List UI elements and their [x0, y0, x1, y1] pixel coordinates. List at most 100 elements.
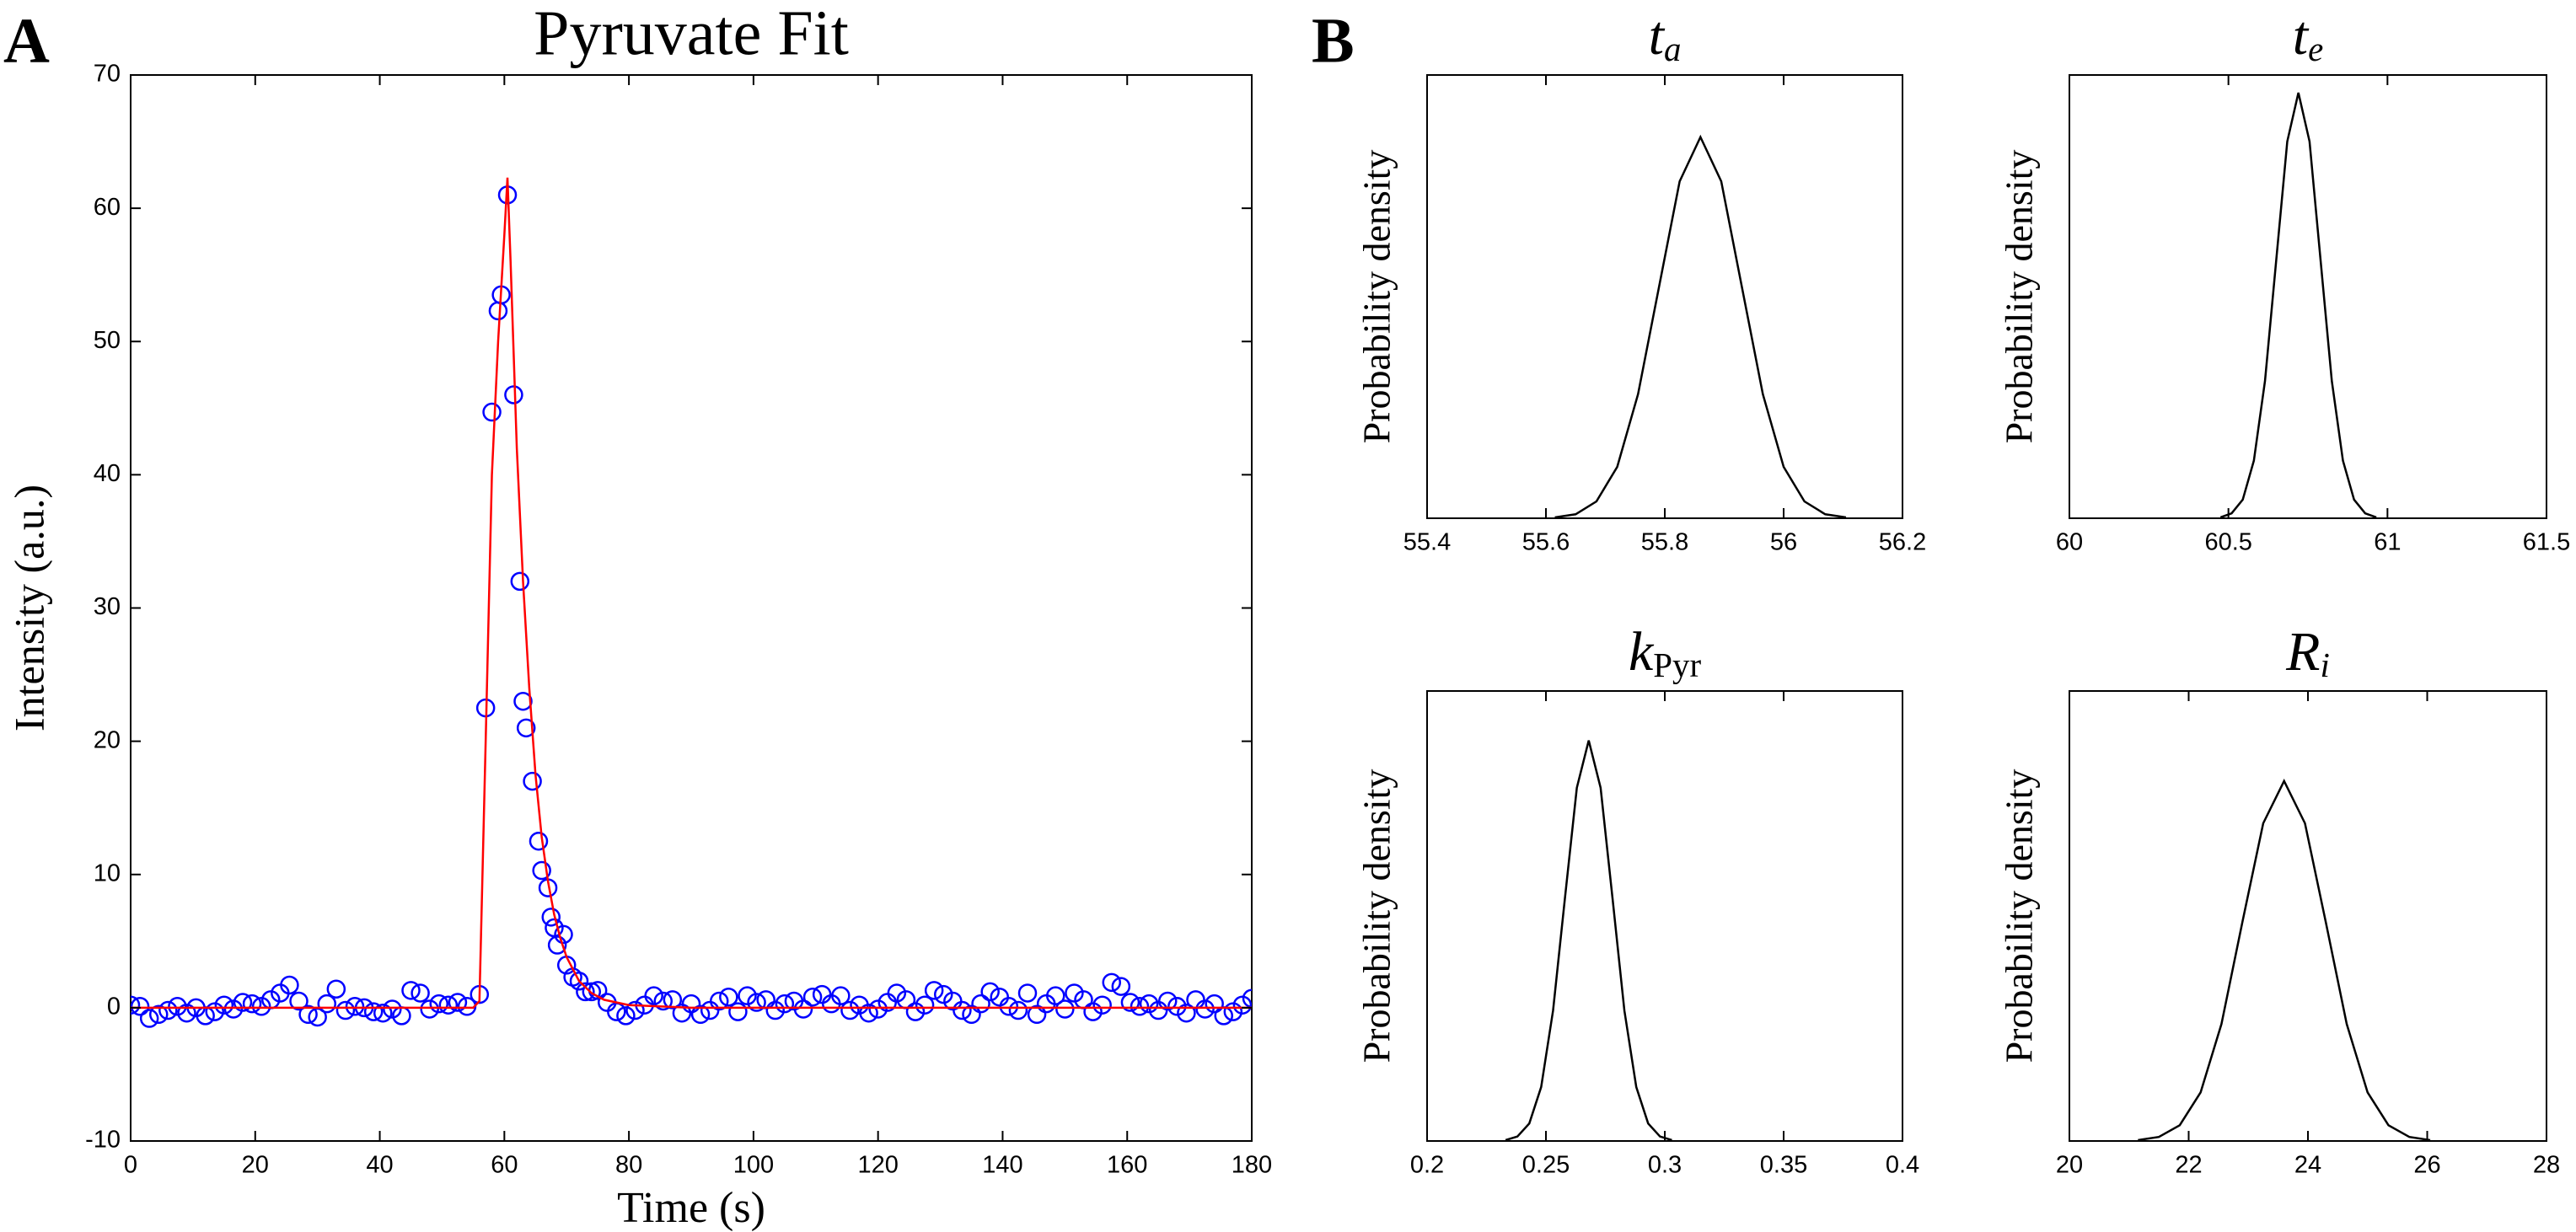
data-point: [728, 1002, 748, 1021]
data-point: [251, 997, 271, 1016]
y-axis-label: Probability density: [1355, 150, 1398, 444]
plot: 0 20 40 60 80 100 120 140 160 180-100102030405060…: [5, 0, 1272, 1232]
data-point: [1223, 1002, 1243, 1021]
x-tick-label: 100: [733, 1152, 774, 1179]
x-tick-label: 28: [2533, 1152, 2560, 1179]
data-point: [523, 771, 542, 791]
data-point: [980, 982, 1000, 1002]
x-tick-label: 0.35: [1760, 1152, 1807, 1179]
data-point: [168, 997, 187, 1016]
data-point: [1008, 1000, 1028, 1020]
data-point: [710, 991, 729, 1011]
data-point: [971, 994, 990, 1014]
plot: 20 22 24 26 28 Ri Probability density: [1998, 621, 2561, 1179]
data-point: [289, 991, 309, 1011]
x-tick-label: 0.2: [1410, 1152, 1444, 1179]
data-point: [1111, 977, 1131, 996]
data-point: [214, 995, 234, 1015]
data-point: [411, 983, 430, 1003]
data-point: [1195, 999, 1215, 1019]
x-tick-label: 0: [124, 1152, 137, 1179]
chart-title: Ri: [2285, 621, 2330, 684]
data-point: [1167, 997, 1187, 1016]
y-tick-label: 0: [107, 994, 121, 1020]
data-point: [934, 984, 953, 1004]
data-point: [887, 983, 907, 1003]
data-point: [738, 986, 757, 1005]
data-point: [373, 1003, 393, 1023]
panel-label: A: [3, 5, 50, 76]
x-tick-label: 61.5: [2523, 529, 2570, 556]
x-tick-label: 55.6: [1522, 529, 1570, 556]
y-tick-label: 10: [94, 860, 121, 887]
data-point: [335, 1000, 356, 1020]
y-tick-label: 50: [94, 327, 121, 354]
title-sub: i: [2320, 646, 2329, 684]
data-point: [644, 986, 663, 1005]
y-tick-label: 30: [94, 593, 121, 620]
title-sub: e: [2308, 30, 2323, 68]
x-tick-label: 40: [366, 1152, 393, 1179]
data-point: [326, 979, 346, 999]
x-axis-label: Time (s): [617, 1184, 765, 1232]
x-tick-label: 20: [2056, 1152, 2083, 1179]
x-tick-label: 160: [1107, 1152, 1147, 1179]
data-point: [1205, 994, 1224, 1014]
y-axis-label: Probability density: [1998, 769, 2041, 1063]
data-point: [233, 993, 253, 1012]
data-point: [1242, 988, 1252, 1009]
line-series: [2138, 778, 2431, 1141]
data-point: [719, 987, 738, 1007]
data-point: [1065, 983, 1084, 1003]
x-tick-label: 26: [2413, 1152, 2440, 1179]
data-point: [510, 571, 530, 592]
data-point: [383, 999, 402, 1019]
y-axis-label: Probability density: [1998, 150, 2041, 444]
data-point: [576, 982, 595, 1002]
data-point: [663, 990, 683, 1010]
plot-area: [1554, 134, 1847, 518]
plot-area: [2138, 778, 2431, 1141]
data-point: [802, 987, 823, 1007]
data-point: [131, 997, 150, 1016]
x-tick-label: 60.5: [2204, 529, 2251, 556]
data-point: [513, 691, 533, 711]
plot-area: [131, 177, 1252, 1028]
x-tick-label: 0.25: [1522, 1152, 1570, 1179]
data-point: [962, 1004, 981, 1025]
plot: 60 60.5 61 61.5 te Probability density: [1998, 5, 2571, 556]
chart-title: kPyr: [1629, 621, 1702, 684]
x-tick-label: 22: [2175, 1152, 2202, 1179]
data-point: [205, 1002, 224, 1021]
plot: 0.2 0.25 0.3 0.35 0.4 kPyr Probability density: [1355, 621, 1920, 1179]
data-point: [924, 981, 944, 1000]
plot-area: [2219, 92, 2377, 518]
axes-frame: [2069, 74, 2547, 519]
plot: 55.4 55.6 55.8 56 56.2 ta Probability density: [1355, 5, 1927, 556]
data-point: [681, 994, 701, 1014]
x-tick-label: 24: [2294, 1152, 2321, 1179]
data-point: [1083, 1002, 1103, 1021]
data-point: [616, 1006, 636, 1026]
title-base: t: [1649, 5, 1666, 67]
data-point: [1102, 972, 1121, 993]
data-point: [131, 995, 141, 1015]
data-point: [429, 994, 448, 1014]
data-point: [653, 991, 673, 1011]
y-tick-label: 40: [94, 460, 121, 487]
line-series: [1505, 740, 1672, 1141]
y-axis-label: Probability density: [1355, 769, 1398, 1063]
data-point: [1139, 994, 1159, 1014]
axes-frame: [1426, 690, 1903, 1142]
data-point: [298, 1004, 318, 1025]
x-tick-label: 80: [615, 1152, 642, 1179]
y-tick-label: -10: [85, 1127, 121, 1154]
axes-frame: [130, 74, 1253, 1142]
line-series: [1554, 134, 1847, 518]
data-point: [438, 995, 459, 1015]
data-point: [139, 1009, 159, 1028]
data-point: [541, 908, 561, 927]
y-tick-label: 20: [94, 726, 121, 753]
